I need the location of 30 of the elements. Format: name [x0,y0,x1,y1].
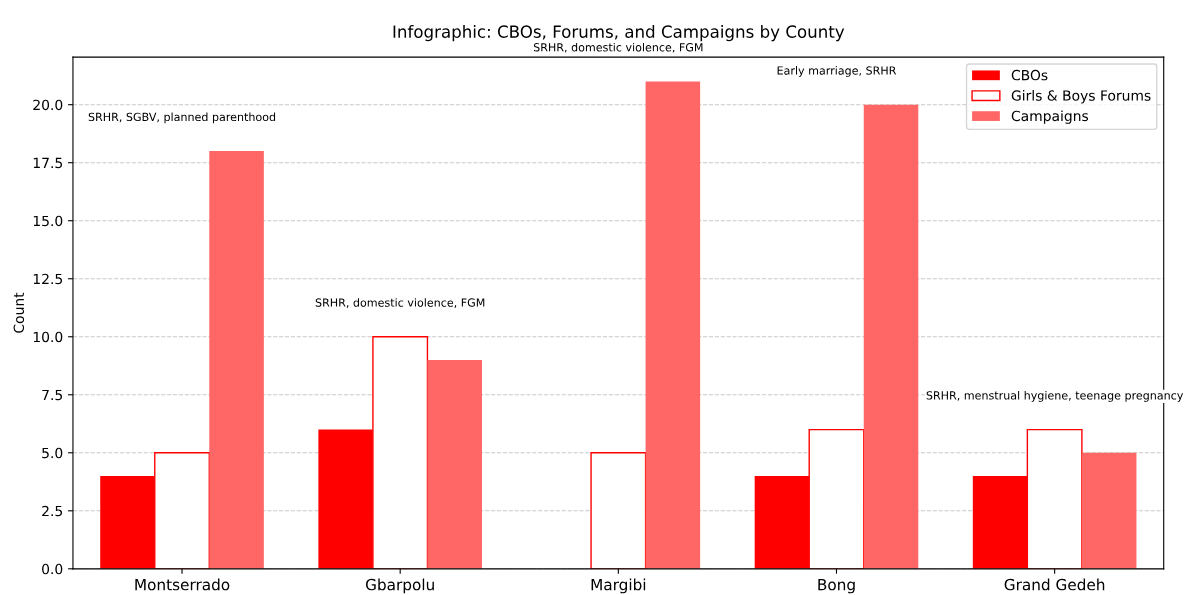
x-tick-label: Gbarpolu [365,578,434,594]
y-tick-label: 0.0 [42,563,63,575]
annotation: SRHR, menstrual hygiene, teenage pregnancy [926,390,1184,402]
y-tick-label: 20.0 [33,99,63,111]
x-tick-label: Margibi [591,578,646,594]
text: SRHR, domestic violence, FGM [533,42,703,53]
y-tick-label: 5.0 [42,447,63,459]
bar [645,81,701,569]
y-tick-label: 7.5 [42,389,63,401]
x-tick-label: Bong [818,579,855,594]
bar [427,359,482,569]
y-tick-label: 12.5 [33,273,63,285]
x-tick-label: Grand Gedeh [1004,578,1105,591]
x-tick-label: Montserrado [135,578,230,591]
y-tick-label: 17.5 [33,157,63,169]
bar [590,452,647,569]
bar [1081,452,1137,569]
annotation: Early marriage, SRHR [777,66,897,77]
chart-title: Infographic: CBOs, Forums, and Campaigns by County [393,25,845,42]
bar [863,104,919,569]
legend-label: Campaigns [1011,110,1089,124]
annotation: SRHR, SGBV, planned parenthood [88,112,276,124]
legend-label: CBOs [1011,69,1048,81]
annotation: SRHR, domestic violence, FGM [315,298,485,308]
legend-label: Girls & Boys Forums [1011,90,1151,104]
y-tick-label: 10.0 [33,331,63,343]
y-tick-label: 15.0 [33,215,63,227]
y-tick-label: 2.5 [42,505,63,517]
y-axis-title: Count [13,292,25,333]
bar [209,151,264,569]
